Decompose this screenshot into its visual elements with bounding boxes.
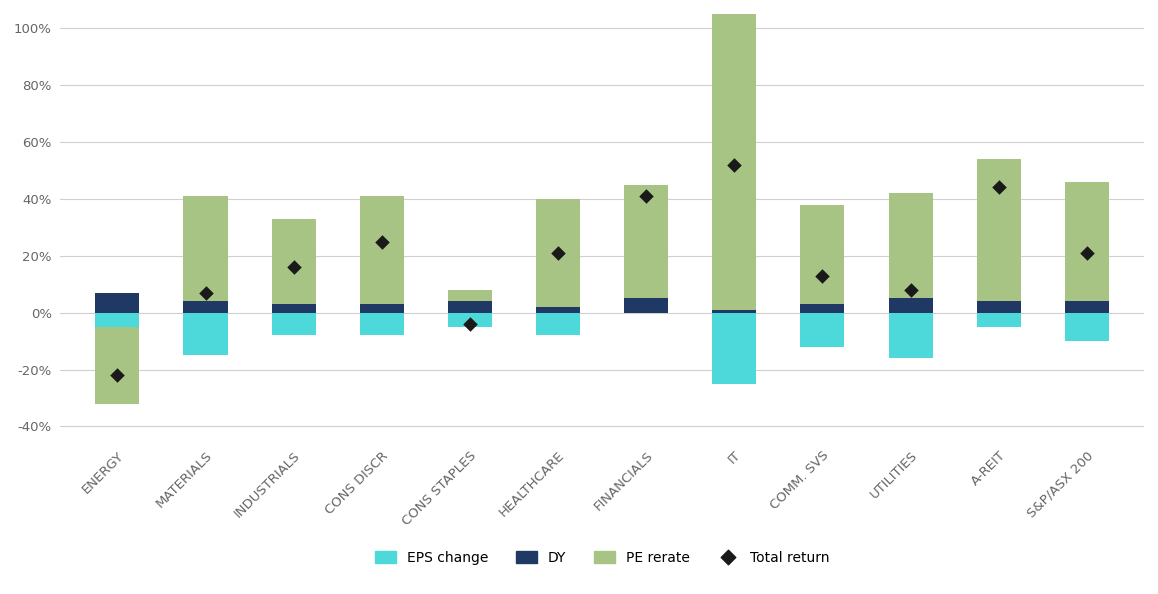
Bar <box>272 219 316 304</box>
Bar <box>976 312 1020 327</box>
Bar <box>448 312 492 327</box>
Bar <box>1065 312 1109 341</box>
Bar <box>95 327 139 404</box>
Bar <box>360 304 404 312</box>
Point <box>813 271 831 280</box>
Point <box>373 237 391 247</box>
Bar <box>800 304 844 312</box>
Bar <box>536 312 580 336</box>
Point <box>1078 248 1097 258</box>
Bar <box>888 298 932 312</box>
Point <box>108 371 126 380</box>
Point <box>461 320 479 329</box>
Bar <box>360 196 404 304</box>
Point <box>549 248 567 258</box>
Bar <box>360 312 404 336</box>
Bar <box>976 159 1020 301</box>
Bar <box>712 312 756 384</box>
Bar <box>888 193 932 298</box>
Bar <box>1065 182 1109 301</box>
Bar <box>536 307 580 312</box>
Bar <box>95 312 139 327</box>
Bar <box>183 196 227 301</box>
Point <box>196 288 214 298</box>
Bar <box>800 312 844 347</box>
Bar <box>800 204 844 304</box>
Bar <box>183 301 227 312</box>
Bar <box>712 310 756 312</box>
Legend: EPS change, DY, PE rerate, Total return: EPS change, DY, PE rerate, Total return <box>369 545 835 570</box>
Bar <box>183 312 227 355</box>
Bar <box>624 298 668 312</box>
Bar <box>1065 301 1109 312</box>
Bar <box>624 185 668 298</box>
Bar <box>272 312 316 336</box>
Point <box>989 183 1007 192</box>
Bar <box>536 199 580 307</box>
Bar <box>712 0 756 310</box>
Point <box>725 160 743 169</box>
Bar <box>448 301 492 312</box>
Bar <box>95 293 139 312</box>
Bar <box>448 290 492 301</box>
Bar <box>976 301 1020 312</box>
Point <box>901 285 919 295</box>
Point <box>637 191 655 201</box>
Point <box>285 263 303 272</box>
Bar <box>272 304 316 312</box>
Bar <box>888 312 932 358</box>
